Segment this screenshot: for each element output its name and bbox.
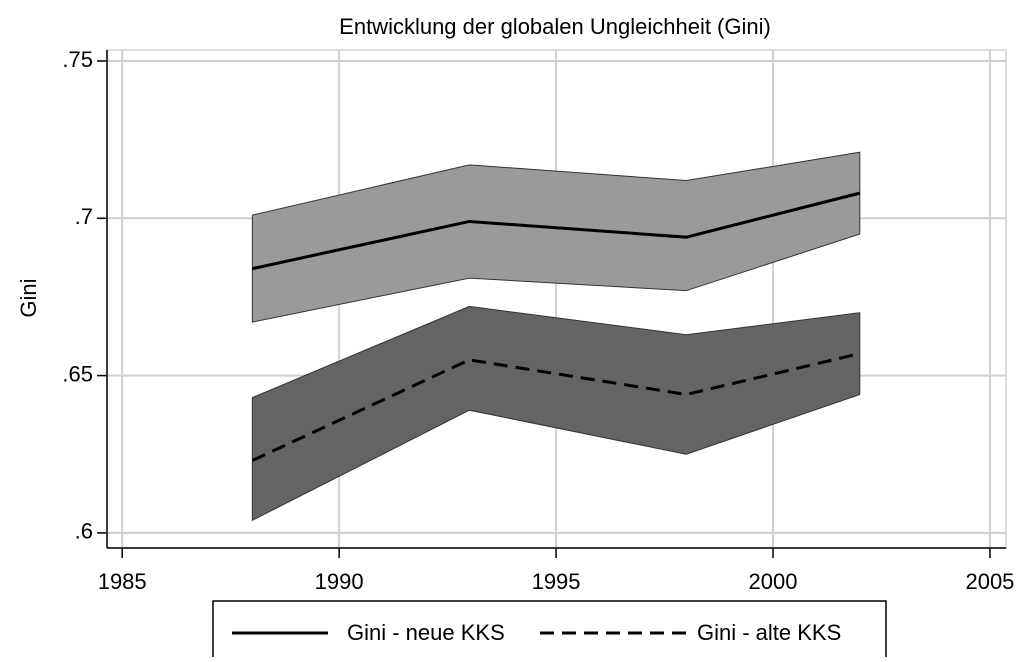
y-axis-label: Gini bbox=[16, 278, 41, 317]
x-tick-label: 2005 bbox=[965, 569, 1014, 594]
x-tick-label: 1990 bbox=[315, 569, 364, 594]
confidence-band bbox=[251, 151, 861, 323]
line bbox=[252, 191, 861, 271]
x-tick-label: 1985 bbox=[98, 569, 147, 594]
y-tick-label: .6 bbox=[75, 519, 93, 544]
y-tick-label: .7 bbox=[75, 204, 93, 229]
legend-box bbox=[212, 600, 887, 662]
confidence-band bbox=[251, 305, 861, 522]
chart-title: Entwicklung der globalen Ungleichheit (G… bbox=[339, 14, 771, 39]
y-tick-label: .65 bbox=[62, 361, 93, 386]
legend-label: Gini - alte KKS bbox=[697, 620, 841, 645]
y-tick-label: .75 bbox=[62, 47, 93, 72]
x-tick-label: 2000 bbox=[749, 569, 798, 594]
x-tick-label: 1995 bbox=[532, 569, 581, 594]
legend-label: Gini - neue KKS bbox=[347, 620, 505, 645]
line bbox=[251, 352, 861, 462]
